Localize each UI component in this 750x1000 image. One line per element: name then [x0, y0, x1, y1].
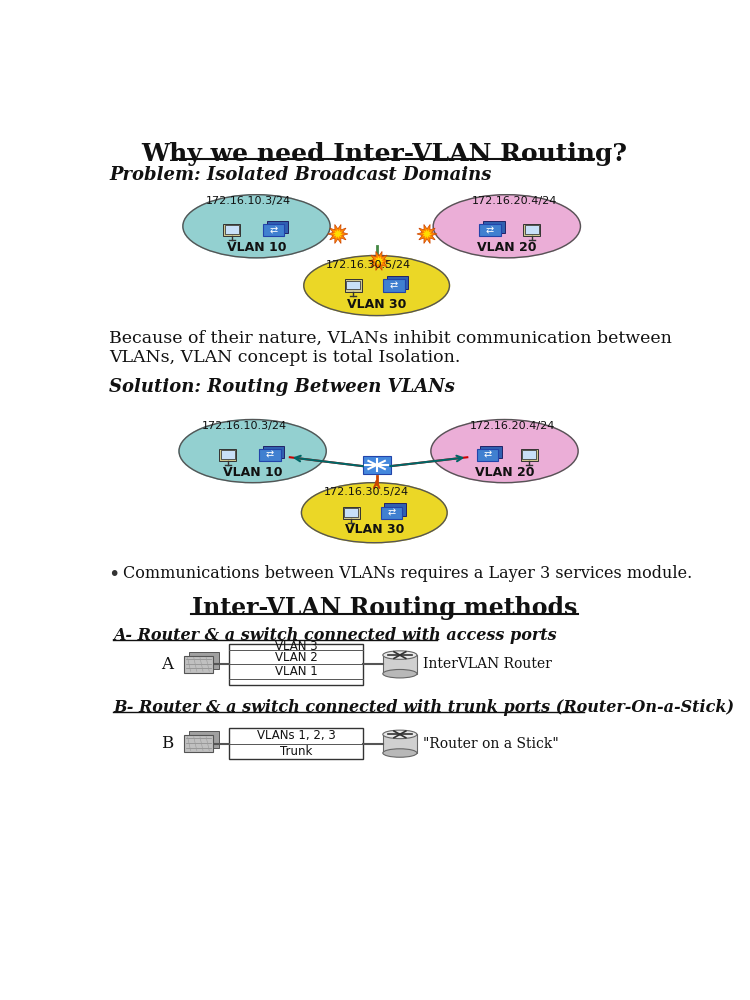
Text: Because of their nature, VLANs inhibit communication between
VLANs, VLAN concept: Because of their nature, VLANs inhibit c… [110, 329, 672, 366]
Polygon shape [328, 224, 348, 243]
Text: VLANs 1, 2, 3: VLANs 1, 2, 3 [257, 730, 336, 742]
FancyBboxPatch shape [184, 656, 213, 673]
Text: InterVLAN Router: InterVLAN Router [423, 657, 552, 671]
FancyBboxPatch shape [525, 225, 538, 234]
Text: Problem: Isolated Broadcast Domains: Problem: Isolated Broadcast Domains [110, 166, 492, 184]
FancyBboxPatch shape [384, 503, 406, 516]
Text: A- Router & a switch connected with access ports: A- Router & a switch connected with acce… [113, 627, 556, 644]
Ellipse shape [304, 256, 449, 316]
Ellipse shape [430, 420, 578, 483]
FancyBboxPatch shape [266, 221, 288, 233]
Text: ⇄: ⇄ [389, 281, 398, 291]
FancyBboxPatch shape [479, 224, 501, 236]
FancyBboxPatch shape [259, 449, 280, 461]
FancyBboxPatch shape [219, 449, 236, 461]
FancyBboxPatch shape [343, 507, 359, 519]
Ellipse shape [433, 195, 580, 258]
FancyBboxPatch shape [380, 507, 402, 519]
Ellipse shape [183, 195, 330, 258]
Text: B- Router & a switch connected with trunk ports (Router-On-a-Stick): B- Router & a switch connected with trun… [113, 699, 734, 716]
FancyBboxPatch shape [184, 735, 213, 752]
Ellipse shape [382, 651, 417, 659]
Text: B: B [161, 735, 173, 752]
Polygon shape [417, 224, 437, 243]
Text: VLAN 20: VLAN 20 [475, 466, 534, 479]
Text: ⇄: ⇄ [387, 508, 395, 518]
FancyBboxPatch shape [230, 728, 364, 759]
Text: 172.16.30.5/24: 172.16.30.5/24 [326, 260, 412, 270]
Text: 172.16.20.4/24: 172.16.20.4/24 [470, 421, 555, 431]
FancyBboxPatch shape [224, 224, 240, 236]
Text: Communications between VLANs requires a Layer 3 services module.: Communications between VLANs requires a … [123, 565, 692, 582]
FancyBboxPatch shape [262, 224, 284, 236]
Text: VLAN 1: VLAN 1 [275, 665, 318, 678]
Text: VLAN 10: VLAN 10 [223, 466, 282, 479]
FancyBboxPatch shape [520, 449, 538, 461]
FancyBboxPatch shape [346, 281, 360, 289]
Polygon shape [333, 229, 343, 239]
Text: 172.16.10.3/24: 172.16.10.3/24 [202, 421, 287, 431]
Text: ⇄: ⇄ [486, 225, 494, 235]
Text: A: A [161, 656, 173, 673]
Ellipse shape [179, 420, 326, 483]
Text: VLAN 10: VLAN 10 [226, 241, 286, 254]
Text: "Router on a Stick": "Router on a Stick" [423, 737, 559, 751]
Text: Inter-VLAN Routing methods: Inter-VLAN Routing methods [192, 596, 577, 620]
Ellipse shape [302, 483, 447, 543]
FancyBboxPatch shape [225, 225, 238, 234]
FancyBboxPatch shape [387, 276, 409, 289]
Text: VLAN 20: VLAN 20 [477, 241, 536, 254]
FancyBboxPatch shape [344, 508, 358, 517]
FancyBboxPatch shape [483, 221, 505, 233]
FancyBboxPatch shape [220, 450, 235, 459]
FancyBboxPatch shape [345, 279, 362, 292]
FancyBboxPatch shape [522, 450, 536, 459]
Text: 172.16.10.3/24: 172.16.10.3/24 [206, 196, 291, 206]
Text: 172.16.30.5/24: 172.16.30.5/24 [324, 487, 409, 497]
Text: Solution: Routing Between VLANs: Solution: Routing Between VLANs [110, 378, 455, 396]
FancyBboxPatch shape [382, 734, 417, 753]
Text: ⇄: ⇄ [484, 450, 491, 460]
Text: VLAN 30: VLAN 30 [344, 523, 404, 536]
Polygon shape [369, 251, 389, 270]
FancyBboxPatch shape [523, 224, 540, 236]
Ellipse shape [382, 730, 417, 739]
FancyBboxPatch shape [481, 446, 502, 458]
Text: VLAN 3: VLAN 3 [275, 640, 318, 653]
FancyBboxPatch shape [363, 456, 391, 474]
Text: VLAN 30: VLAN 30 [347, 298, 406, 311]
Polygon shape [422, 229, 432, 239]
FancyBboxPatch shape [382, 279, 404, 292]
Text: 172.16.20.4/24: 172.16.20.4/24 [472, 196, 557, 206]
Text: Why we need Inter-VLAN Routing?: Why we need Inter-VLAN Routing? [141, 142, 627, 166]
Polygon shape [189, 731, 218, 748]
FancyBboxPatch shape [230, 644, 364, 685]
FancyBboxPatch shape [476, 449, 498, 461]
Text: •: • [108, 565, 119, 584]
Polygon shape [374, 256, 384, 266]
FancyBboxPatch shape [382, 655, 417, 674]
Text: Trunk: Trunk [280, 745, 313, 758]
Polygon shape [189, 652, 218, 669]
Text: VLAN 2: VLAN 2 [275, 651, 318, 664]
Ellipse shape [382, 669, 417, 678]
Text: ⇄: ⇄ [266, 450, 274, 460]
Ellipse shape [382, 749, 417, 757]
FancyBboxPatch shape [262, 446, 284, 458]
Text: ⇄: ⇄ [269, 225, 278, 235]
